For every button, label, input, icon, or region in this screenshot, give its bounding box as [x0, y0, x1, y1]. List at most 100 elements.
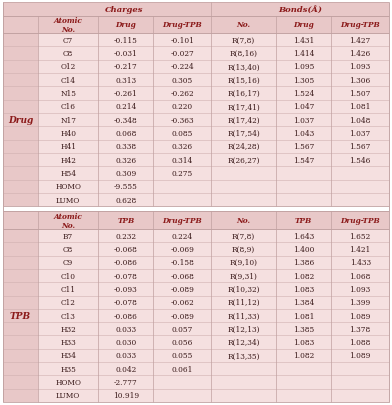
Text: 1.095: 1.095	[293, 63, 314, 71]
Text: 0.313: 0.313	[115, 77, 136, 85]
Text: 0.085: 0.085	[172, 130, 193, 138]
Text: LUMO: LUMO	[56, 196, 80, 204]
Text: 0.326: 0.326	[172, 143, 193, 151]
Text: R(8,16): R(8,16)	[230, 50, 258, 58]
Text: -0.031: -0.031	[114, 50, 138, 58]
Text: 0.057: 0.057	[172, 325, 193, 333]
Text: C10: C10	[61, 272, 76, 280]
Text: C9: C9	[63, 259, 73, 266]
Text: B7: B7	[63, 232, 73, 240]
Text: 1.421: 1.421	[350, 245, 371, 254]
Text: N15: N15	[60, 90, 76, 98]
Text: -0.261: -0.261	[114, 90, 138, 98]
Text: -0.078: -0.078	[114, 272, 138, 280]
Text: -0.093: -0.093	[114, 285, 138, 293]
Text: 0.309: 0.309	[115, 169, 136, 177]
Text: C8: C8	[63, 50, 73, 58]
Text: O12: O12	[60, 63, 76, 71]
Text: LUMO: LUMO	[56, 391, 80, 399]
Text: -0.068: -0.068	[170, 272, 194, 280]
Text: 0.068: 0.068	[115, 130, 136, 138]
Text: HOMO: HOMO	[55, 183, 81, 191]
Text: -0.262: -0.262	[171, 90, 194, 98]
Text: Drug: Drug	[8, 116, 33, 125]
Text: H54: H54	[60, 169, 76, 177]
Text: H42: H42	[60, 156, 76, 164]
Text: R(17,41): R(17,41)	[227, 103, 260, 111]
Text: -0.086: -0.086	[114, 259, 138, 266]
Text: 1.643: 1.643	[293, 232, 314, 240]
Text: -2.777: -2.777	[114, 378, 138, 386]
Text: Drug-TPB: Drug-TPB	[340, 217, 380, 225]
Text: -0.078: -0.078	[114, 298, 138, 307]
Text: 0.061: 0.061	[172, 365, 193, 373]
Text: Drug-TPB: Drug-TPB	[340, 21, 380, 29]
Text: 1.037: 1.037	[293, 116, 314, 124]
Text: -0.089: -0.089	[170, 312, 194, 320]
Text: 0.055: 0.055	[172, 352, 193, 360]
Bar	[3, 17, 389, 34]
Text: Drug: Drug	[115, 21, 136, 29]
Text: 1.427: 1.427	[350, 37, 371, 45]
Text: No.: No.	[236, 217, 251, 225]
Text: 1.507: 1.507	[350, 90, 371, 98]
Text: -0.068: -0.068	[114, 245, 138, 254]
Text: 1.414: 1.414	[293, 50, 314, 58]
Text: Bonds(Å): Bonds(Å)	[278, 6, 322, 14]
Text: R(7,8): R(7,8)	[232, 232, 255, 240]
Text: 1.068: 1.068	[350, 272, 371, 280]
Text: -0.089: -0.089	[170, 285, 194, 293]
Text: -0.363: -0.363	[171, 116, 194, 124]
Text: 1.082: 1.082	[293, 352, 314, 360]
Text: C7: C7	[63, 37, 73, 45]
Text: 1.083: 1.083	[293, 338, 314, 346]
Text: 1.400: 1.400	[293, 245, 314, 254]
Text: Atomic
No.: Atomic No.	[54, 212, 83, 229]
Text: TPB: TPB	[295, 217, 312, 225]
Text: No.: No.	[236, 21, 251, 29]
Text: R(8,9): R(8,9)	[232, 245, 255, 254]
Text: 1.083: 1.083	[293, 285, 314, 293]
Text: R(13,40): R(13,40)	[227, 63, 260, 71]
Text: H35: H35	[60, 365, 76, 373]
Text: 0.314: 0.314	[172, 156, 193, 164]
Text: 1.524: 1.524	[293, 90, 314, 98]
Text: R(15,16): R(15,16)	[227, 77, 260, 85]
Text: 1.384: 1.384	[293, 298, 314, 307]
Text: 1.043: 1.043	[293, 130, 314, 138]
Text: C16: C16	[61, 103, 76, 111]
Text: 0.232: 0.232	[115, 232, 136, 240]
Text: TPB: TPB	[10, 311, 31, 320]
Text: 0.338: 0.338	[115, 143, 136, 151]
Text: -0.027: -0.027	[171, 50, 194, 58]
Text: 1.652: 1.652	[350, 232, 371, 240]
Text: 0.033: 0.033	[115, 325, 136, 333]
Text: -9.555: -9.555	[114, 183, 138, 191]
Text: -0.158: -0.158	[170, 259, 194, 266]
Text: 1.082: 1.082	[293, 272, 314, 280]
Text: R(17,42): R(17,42)	[227, 116, 260, 124]
Bar	[3, 3, 389, 17]
Text: R(13,35): R(13,35)	[227, 352, 260, 360]
Text: 0.305: 0.305	[172, 77, 193, 85]
Text: 0.033: 0.033	[115, 352, 136, 360]
Text: H32: H32	[60, 325, 76, 333]
Text: H33: H33	[60, 338, 76, 346]
Text: 1.306: 1.306	[350, 77, 371, 85]
Text: 1.089: 1.089	[350, 352, 371, 360]
Text: 1.385: 1.385	[293, 325, 314, 333]
Text: 0.030: 0.030	[115, 338, 136, 346]
Text: R(12,13): R(12,13)	[227, 325, 260, 333]
Text: 1.081: 1.081	[293, 312, 314, 320]
Text: Charges: Charges	[105, 6, 144, 14]
Text: -0.217: -0.217	[114, 63, 138, 71]
Bar	[3, 34, 38, 207]
Text: TPB: TPB	[117, 217, 134, 225]
Text: H34: H34	[60, 352, 76, 360]
Text: R(11,12): R(11,12)	[227, 298, 260, 307]
Text: 0.275: 0.275	[172, 169, 193, 177]
Text: Atomic
No.: Atomic No.	[54, 17, 83, 34]
Text: 1.037: 1.037	[350, 130, 371, 138]
Text: -0.086: -0.086	[114, 312, 138, 320]
Text: 1.567: 1.567	[350, 143, 371, 151]
